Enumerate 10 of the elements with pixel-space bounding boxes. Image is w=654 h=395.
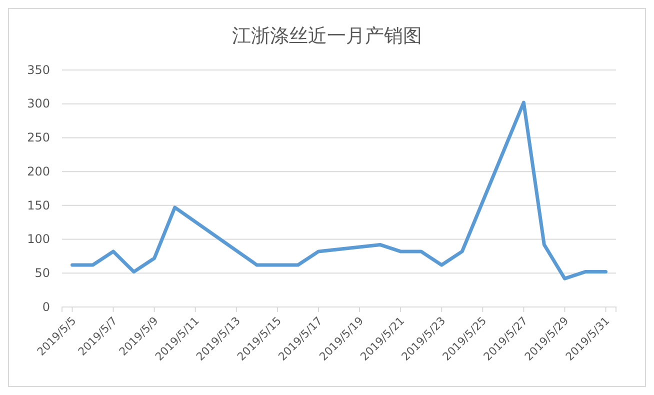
y-tick-label: 0 [42, 300, 50, 314]
chart-title: 江浙涤丝近一月产销图 [232, 25, 422, 47]
y-tick-label: 100 [27, 232, 50, 246]
y-tick-label: 150 [27, 198, 50, 212]
y-tick-label: 250 [27, 130, 50, 145]
y-tick-label: 50 [34, 266, 50, 280]
y-tick-label: 350 [27, 62, 50, 77]
y-tick-label: 200 [27, 164, 50, 178]
y-tick-label: 300 [27, 96, 50, 111]
line-series [70, 100, 608, 280]
